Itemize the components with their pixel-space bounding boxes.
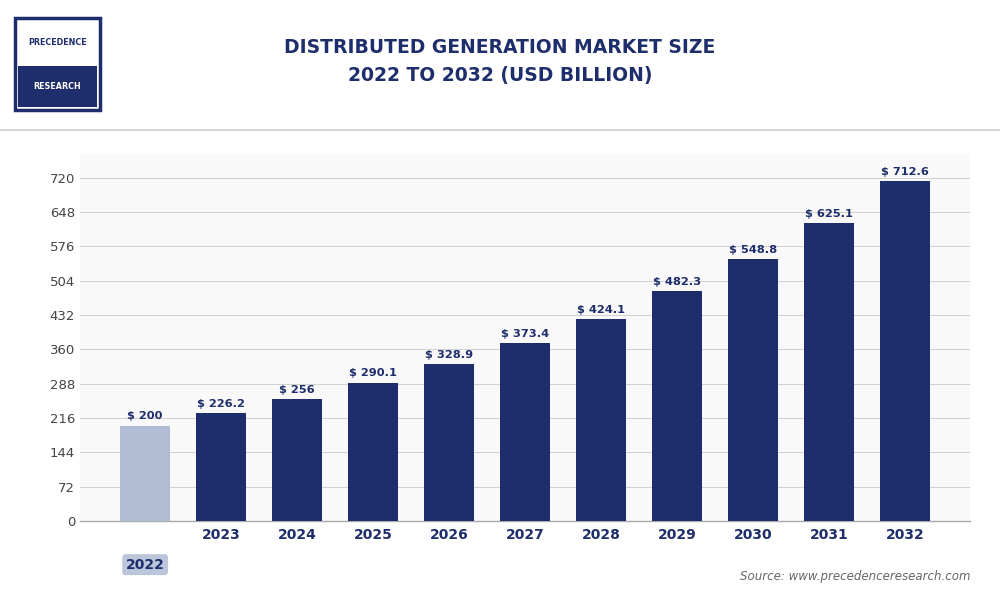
Bar bbox=[424, 364, 474, 521]
Text: $ 482.3: $ 482.3 bbox=[653, 277, 701, 287]
Text: Source: www.precedenceresearch.com: Source: www.precedenceresearch.com bbox=[740, 570, 970, 583]
Text: $ 226.2: $ 226.2 bbox=[197, 399, 245, 409]
Bar bbox=[120, 426, 170, 521]
Text: $ 712.6: $ 712.6 bbox=[881, 167, 929, 177]
Text: PRECEDENCE: PRECEDENCE bbox=[28, 38, 87, 47]
Bar bbox=[728, 259, 778, 521]
Text: $ 548.8: $ 548.8 bbox=[729, 245, 777, 255]
Text: $ 373.4: $ 373.4 bbox=[501, 329, 549, 339]
Text: $ 290.1: $ 290.1 bbox=[349, 368, 397, 378]
Bar bbox=[196, 413, 246, 521]
Text: 2022: 2022 bbox=[126, 558, 165, 572]
FancyBboxPatch shape bbox=[15, 18, 100, 110]
Text: RESEARCH: RESEARCH bbox=[34, 82, 81, 91]
FancyBboxPatch shape bbox=[18, 66, 97, 107]
Text: $ 328.9: $ 328.9 bbox=[425, 350, 473, 360]
Bar bbox=[500, 343, 550, 521]
FancyBboxPatch shape bbox=[18, 21, 97, 63]
Text: DISTRIBUTED GENERATION MARKET SIZE
2022 TO 2032 (USD BILLION): DISTRIBUTED GENERATION MARKET SIZE 2022 … bbox=[284, 38, 716, 85]
Bar bbox=[652, 291, 702, 521]
Bar bbox=[804, 223, 854, 521]
Text: $ 200: $ 200 bbox=[127, 411, 163, 422]
Bar bbox=[576, 319, 626, 521]
Text: $ 625.1: $ 625.1 bbox=[805, 209, 853, 218]
Text: $ 424.1: $ 424.1 bbox=[577, 304, 625, 314]
Text: $ 256: $ 256 bbox=[279, 385, 315, 395]
Bar bbox=[348, 382, 398, 521]
Bar bbox=[880, 181, 930, 521]
Bar bbox=[272, 399, 322, 521]
